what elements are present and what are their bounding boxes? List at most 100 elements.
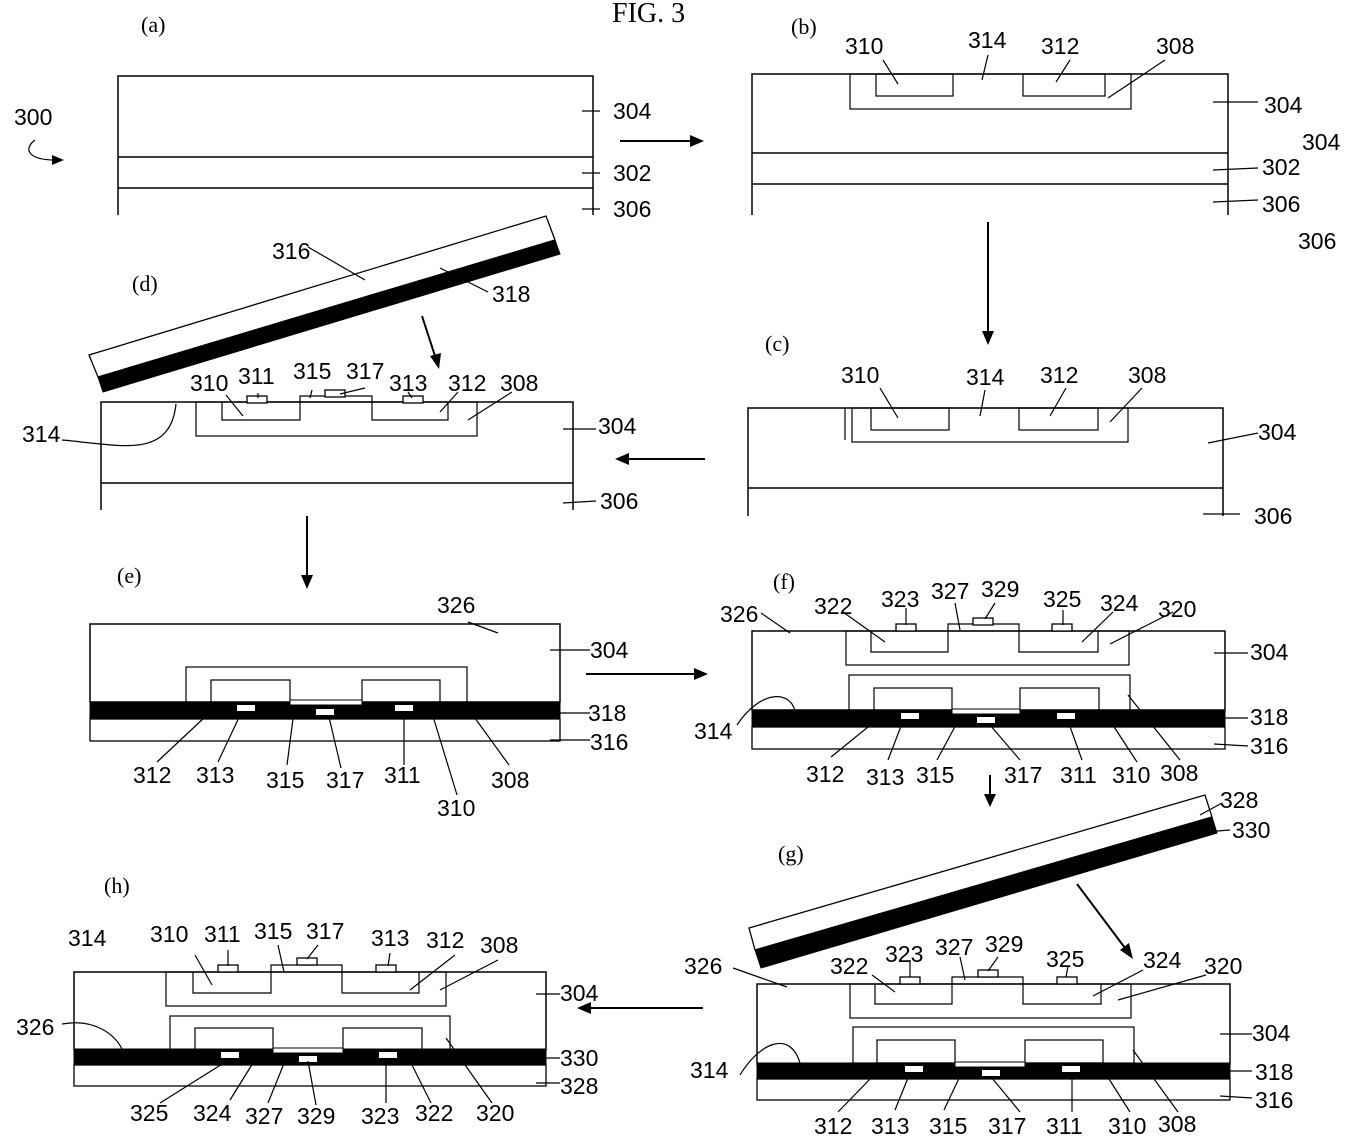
g-label-322: 322 bbox=[830, 953, 868, 979]
h-label-327: 327 bbox=[245, 1103, 283, 1129]
panel-label-g: (g) bbox=[778, 841, 804, 866]
d-label-311: 311 bbox=[238, 363, 275, 389]
g-label-312: 312 bbox=[814, 1113, 852, 1139]
d-label-313: 313 bbox=[389, 370, 427, 396]
panel-label-e: (e) bbox=[117, 563, 141, 588]
panel-label-a: (a) bbox=[141, 12, 165, 37]
e-label-308: 308 bbox=[491, 767, 529, 793]
b-label-312: 312 bbox=[1041, 33, 1079, 59]
panel-label-c: (c) bbox=[765, 331, 789, 356]
f-label-312: 312 bbox=[806, 761, 844, 787]
g-label-316: 316 bbox=[1255, 1087, 1293, 1113]
f-label-317: 317 bbox=[1004, 762, 1042, 788]
panel-d: (d) 316 318 310 311 315 317 313 312 bbox=[22, 215, 638, 514]
f-layer-304 bbox=[751, 630, 1226, 711]
g-device-region-320 bbox=[849, 983, 1132, 1019]
d-label-315: 315 bbox=[293, 358, 331, 384]
g-handle-316 bbox=[756, 1078, 1231, 1101]
d-layer-304 bbox=[100, 401, 574, 510]
c-label-304: 304 bbox=[1258, 419, 1297, 445]
e-label-304: 304 bbox=[590, 637, 629, 663]
c-label-310: 310 bbox=[841, 362, 879, 388]
f-label-315: 315 bbox=[916, 762, 954, 788]
g-label-304: 304 bbox=[1252, 1020, 1291, 1046]
f-label-320: 320 bbox=[1158, 596, 1196, 622]
h-label-315: 315 bbox=[254, 918, 292, 944]
g-handle-wafer-328 bbox=[748, 794, 1213, 951]
panel-label-b: (b) bbox=[791, 14, 817, 39]
g-label-320: 320 bbox=[1204, 953, 1242, 979]
h-label-320: 320 bbox=[476, 1100, 514, 1126]
a-label-300: 300 bbox=[14, 104, 52, 130]
d-label-316: 316 bbox=[272, 238, 310, 264]
h-handle-328 bbox=[73, 1064, 547, 1087]
panel-c: (c) 310 314 312 308 304 306 bbox=[747, 331, 1297, 529]
f-label-329: 329 bbox=[981, 576, 1019, 602]
h-label-325: 325 bbox=[130, 1100, 168, 1126]
f-handle-316 bbox=[751, 726, 1226, 750]
h-label-313: 313 bbox=[371, 925, 409, 951]
h-label-317: 317 bbox=[306, 918, 344, 944]
a-layer-304 bbox=[117, 75, 594, 215]
h-label-304: 304 bbox=[560, 980, 599, 1006]
panel-g: (g) 328 330 bbox=[684, 787, 1293, 1139]
d-bond-layer-318 bbox=[97, 239, 561, 393]
b-label-306: 306 bbox=[1262, 191, 1300, 217]
g-label-325: 325 bbox=[1046, 946, 1084, 972]
f-label-322: 322 bbox=[814, 593, 852, 619]
e-label-318: 318 bbox=[588, 700, 626, 726]
g-label-324: 324 bbox=[1143, 947, 1182, 973]
h-label-322: 322 bbox=[415, 1100, 453, 1126]
b-label-314: 314 bbox=[968, 27, 1007, 53]
f-device-region-320 bbox=[845, 630, 1130, 666]
f-device-region-308 bbox=[848, 674, 1131, 712]
g-label-314: 314 bbox=[690, 1057, 729, 1083]
d-label-308: 308 bbox=[500, 370, 538, 396]
d-label-306: 306 bbox=[600, 488, 638, 514]
d-label-304: 304 bbox=[598, 413, 637, 439]
g-label-328: 328 bbox=[1220, 787, 1258, 813]
panel-f: (f) 326 322 323 bbox=[694, 569, 1289, 790]
h-label-324: 324 bbox=[193, 1100, 232, 1126]
c-device-region-308 bbox=[851, 407, 1129, 443]
e-label-315: 315 bbox=[266, 767, 304, 793]
f-label-316: 316 bbox=[1250, 733, 1288, 759]
e-label-316: 316 bbox=[590, 729, 628, 755]
b-device-region-308 bbox=[849, 73, 1132, 110]
panel-label-d: (d) bbox=[132, 271, 158, 296]
a-pointer-300 bbox=[28, 139, 56, 161]
c-region-310 bbox=[870, 407, 950, 431]
h-label-323: 323 bbox=[361, 1103, 399, 1129]
h-device-region-320 bbox=[169, 1015, 451, 1051]
c-label-314: 314 bbox=[966, 364, 1005, 390]
d-label-314: 314 bbox=[22, 421, 61, 447]
f-label-326: 326 bbox=[720, 601, 758, 627]
g-label-329: 329 bbox=[985, 931, 1023, 957]
g-label-318: 318 bbox=[1255, 1059, 1293, 1085]
a-label-302: 302 bbox=[613, 160, 651, 186]
h-label-330: 330 bbox=[560, 1045, 598, 1071]
a-label-306: 306 bbox=[613, 196, 651, 222]
f-label-327: 327 bbox=[931, 578, 969, 604]
e-label-313: 313 bbox=[196, 762, 234, 788]
g-label-327: 327 bbox=[935, 934, 973, 960]
e-label-326: 326 bbox=[437, 592, 475, 618]
b-label-304: 304 bbox=[1264, 92, 1303, 118]
f-label-314: 314 bbox=[694, 718, 733, 744]
g-layer-304 bbox=[756, 983, 1231, 1065]
h-label-329: 329 bbox=[297, 1103, 335, 1129]
b-region-310 bbox=[875, 73, 954, 97]
e-label-312: 312 bbox=[133, 762, 171, 788]
panel-label-h: (h) bbox=[104, 873, 130, 898]
b-layer-304 bbox=[751, 73, 1229, 215]
e-layer-304 bbox=[89, 623, 561, 703]
h-device-region-308 bbox=[165, 971, 447, 1007]
g-label-313: 313 bbox=[871, 1113, 909, 1139]
f-label-311: 311 bbox=[1060, 762, 1097, 788]
f-label-313: 313 bbox=[866, 764, 904, 790]
f-label-318: 318 bbox=[1250, 704, 1288, 730]
f-label-324: 324 bbox=[1100, 590, 1139, 616]
g-label-315: 315 bbox=[929, 1113, 967, 1139]
d-label-317: 317 bbox=[346, 358, 384, 384]
